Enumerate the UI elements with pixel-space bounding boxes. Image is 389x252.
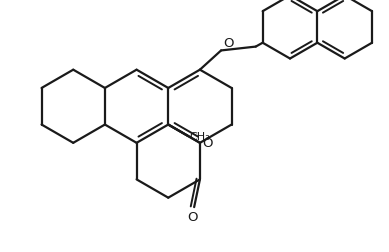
Text: O: O [187, 210, 198, 223]
Text: O: O [202, 137, 213, 150]
Text: O: O [223, 37, 233, 50]
Text: CH₃: CH₃ [190, 132, 210, 142]
